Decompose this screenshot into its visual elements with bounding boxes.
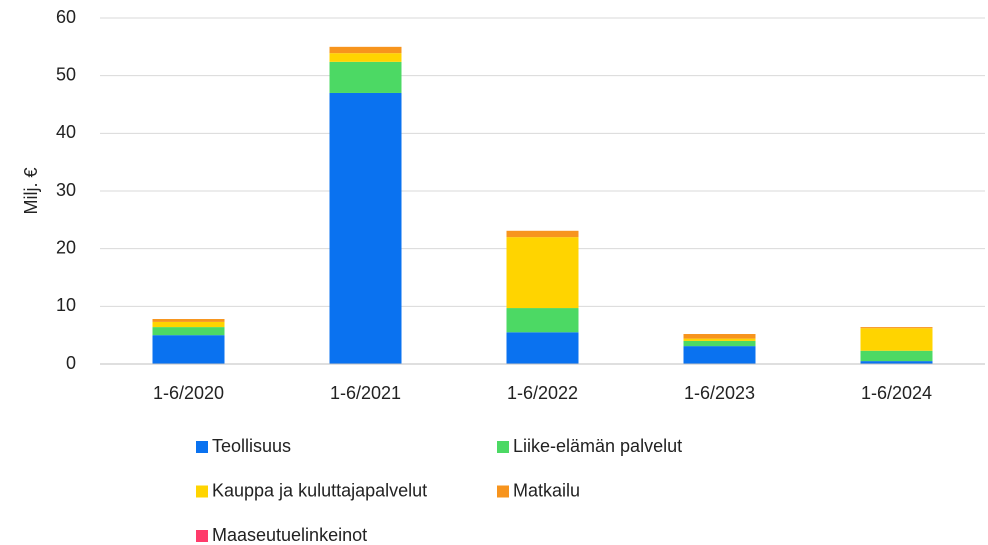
bar-segment	[860, 350, 933, 362]
legend-swatch	[196, 530, 208, 542]
bar-segment	[152, 319, 225, 322]
y-tick-label: 20	[56, 237, 76, 257]
x-tick-label: 1-6/2020	[153, 383, 224, 403]
bar-segment	[329, 53, 402, 62]
bar-segment	[860, 328, 933, 351]
y-axis-title: Milj. €	[21, 167, 41, 214]
bar-segment	[683, 346, 756, 364]
bar-segment	[329, 61, 402, 93]
bar-segment	[152, 327, 225, 336]
legend-label: Teollisuus	[212, 436, 291, 456]
bar-segment	[506, 237, 579, 309]
y-tick-label: 40	[56, 122, 76, 142]
legend-label: Maaseutuelinkeinot	[212, 525, 367, 545]
bar-segment	[683, 334, 756, 339]
y-tick-label: 50	[56, 64, 76, 84]
y-tick-label: 0	[66, 353, 76, 373]
x-tick-label: 1-6/2022	[507, 383, 578, 403]
y-tick-label: 60	[56, 7, 76, 27]
legend-swatch	[196, 485, 208, 498]
bar-segment	[683, 338, 756, 341]
bar-segment	[506, 332, 579, 364]
x-tick-label: 1-6/2021	[330, 383, 401, 403]
y-tick-label: 10	[56, 295, 76, 315]
bar-segment	[506, 230, 579, 238]
legend-label: Kauppa ja kuluttajapalvelut	[212, 480, 427, 500]
legend-swatch	[497, 485, 509, 498]
bar-segment	[152, 335, 225, 364]
legend-swatch	[497, 441, 509, 453]
bar-segment	[860, 361, 933, 364]
legend-swatch	[196, 441, 208, 453]
bar-segment	[506, 308, 579, 333]
bar-segment	[860, 327, 933, 329]
x-tick-label: 1-6/2024	[861, 383, 932, 403]
bar-segment	[152, 321, 225, 328]
bar-segment	[329, 92, 402, 364]
bar-segment	[683, 340, 756, 347]
y-tick-label: 30	[56, 180, 76, 200]
legend-label: Matkailu	[513, 480, 580, 500]
legend-label: Liike-elämän palvelut	[513, 436, 682, 456]
x-tick-label: 1-6/2023	[684, 383, 755, 403]
bar-segment	[329, 46, 402, 54]
